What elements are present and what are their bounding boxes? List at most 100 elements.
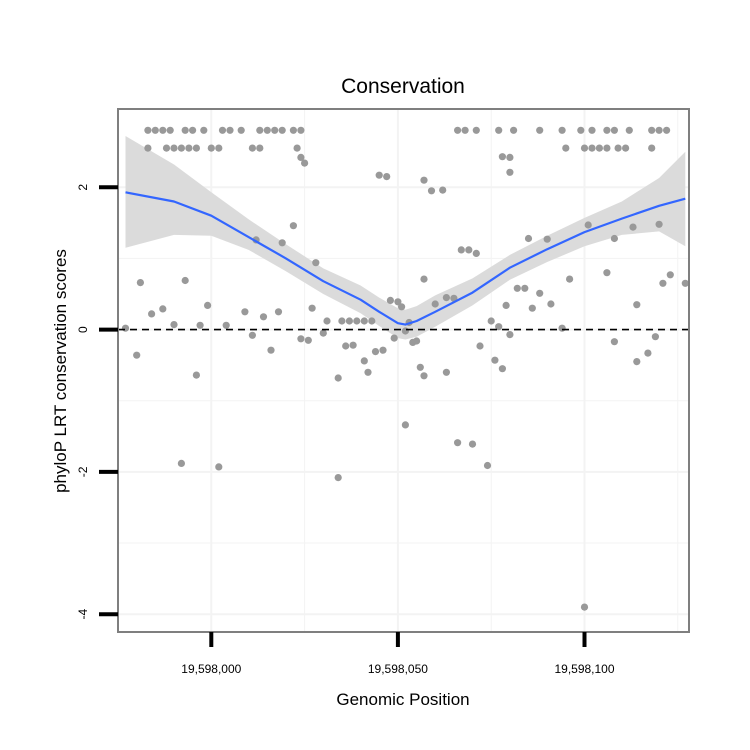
data-point xyxy=(177,459,185,467)
data-point xyxy=(177,144,185,152)
data-point xyxy=(562,144,570,152)
data-point xyxy=(237,126,245,134)
data-point xyxy=(472,126,480,134)
data-point xyxy=(334,474,342,482)
data-point xyxy=(644,349,652,357)
data-point xyxy=(170,144,178,152)
data-point xyxy=(226,126,234,134)
data-point xyxy=(256,144,264,152)
y-tick-label: -4 xyxy=(76,609,90,620)
data-point xyxy=(297,335,305,343)
data-point xyxy=(215,463,223,471)
data-point xyxy=(603,269,611,277)
data-point xyxy=(633,358,641,366)
data-point xyxy=(271,126,279,134)
data-point xyxy=(274,308,283,316)
data-point xyxy=(577,126,585,134)
data-point xyxy=(427,187,436,195)
data-point xyxy=(457,246,465,254)
data-point xyxy=(144,144,152,152)
data-point xyxy=(159,305,167,313)
smooth-fit-line xyxy=(125,191,686,326)
data-point xyxy=(289,126,297,134)
x-axis-title: Genomic Position xyxy=(336,690,469,709)
data-point xyxy=(431,300,439,308)
data-point xyxy=(192,144,200,152)
data-point xyxy=(614,144,622,152)
data-point xyxy=(506,168,514,176)
data-point xyxy=(263,126,271,134)
data-point xyxy=(162,144,171,152)
data-point xyxy=(495,323,503,331)
x-axis: 19,598,000 19,598,050 19,598,100 xyxy=(181,632,615,676)
data-point xyxy=(454,126,462,134)
data-point xyxy=(584,221,592,229)
data-point xyxy=(334,374,342,382)
data-point xyxy=(528,304,536,312)
data-point xyxy=(442,294,450,302)
data-point xyxy=(218,126,227,134)
data-point xyxy=(588,126,596,134)
data-point xyxy=(371,348,380,356)
data-point xyxy=(498,365,506,373)
chart-title: Conservation xyxy=(341,75,465,98)
data-point xyxy=(185,144,193,152)
data-point xyxy=(420,176,428,184)
data-point xyxy=(345,317,353,325)
data-point xyxy=(181,126,189,134)
data-point xyxy=(521,284,529,292)
data-point xyxy=(151,126,159,134)
data-point xyxy=(468,440,477,448)
data-point xyxy=(629,223,637,231)
data-point xyxy=(148,310,156,318)
data-point xyxy=(360,317,368,325)
data-point xyxy=(603,144,611,152)
y-axis-title: phyloP LRT conservation scores xyxy=(51,249,70,493)
data-point xyxy=(386,296,394,304)
data-point xyxy=(595,144,604,152)
data-point xyxy=(648,144,656,152)
data-point xyxy=(633,301,641,309)
data-point xyxy=(159,126,167,134)
data-point xyxy=(498,153,506,161)
data-point xyxy=(241,308,249,316)
data-point xyxy=(401,421,409,429)
data-point xyxy=(196,321,204,329)
data-points-layer xyxy=(121,126,689,611)
data-point xyxy=(166,126,174,134)
data-point xyxy=(442,368,450,376)
data-point xyxy=(222,321,230,329)
data-point xyxy=(383,173,391,181)
data-point xyxy=(136,279,144,287)
data-point xyxy=(610,234,619,243)
data-point xyxy=(297,153,305,161)
data-point xyxy=(121,324,130,332)
data-point xyxy=(398,303,406,311)
y-tick-label: 0 xyxy=(76,326,90,333)
data-point xyxy=(495,126,503,134)
data-point xyxy=(659,279,667,287)
data-point xyxy=(666,271,674,279)
data-point xyxy=(439,186,447,194)
y-tick-label: 2 xyxy=(76,184,90,191)
data-point xyxy=(278,239,286,247)
data-point xyxy=(420,372,428,380)
data-point xyxy=(506,331,514,339)
data-point xyxy=(390,334,398,342)
data-point xyxy=(170,321,178,329)
data-point xyxy=(207,144,215,152)
data-point xyxy=(144,126,152,134)
data-point xyxy=(364,368,372,376)
data-point xyxy=(342,342,350,350)
data-point xyxy=(416,363,424,371)
data-point xyxy=(289,222,297,230)
data-point xyxy=(461,126,469,134)
data-point xyxy=(368,317,376,325)
data-point xyxy=(506,153,514,161)
data-point xyxy=(454,439,462,447)
data-point xyxy=(401,327,409,335)
data-point xyxy=(625,126,633,134)
data-point xyxy=(293,144,301,152)
data-point xyxy=(248,144,256,152)
data-point xyxy=(360,357,368,365)
